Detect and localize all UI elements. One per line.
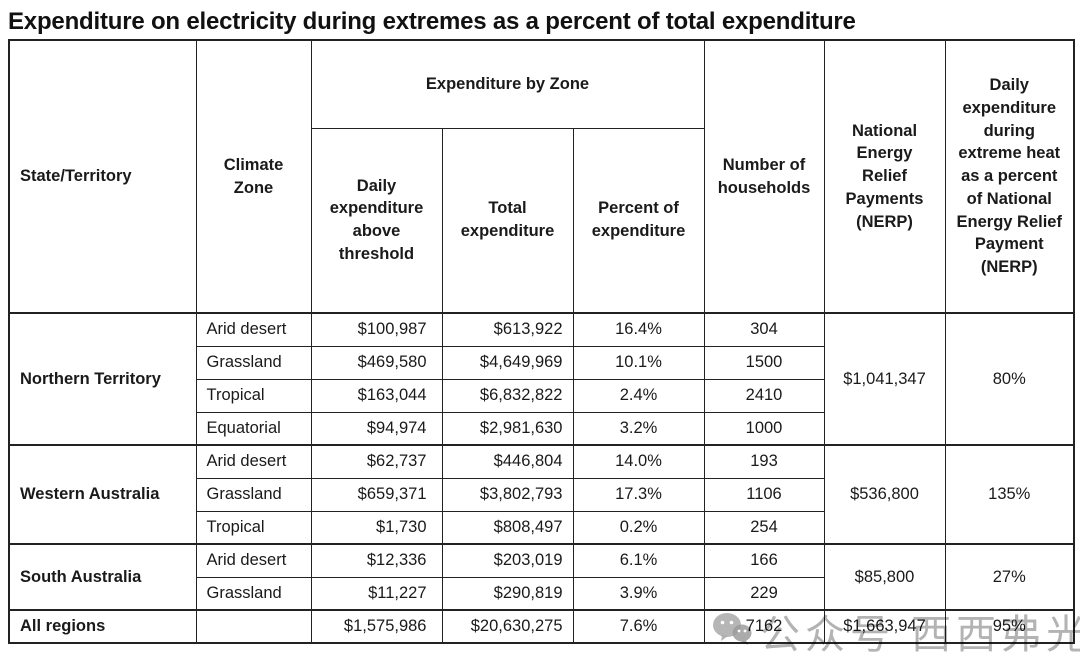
households-cell: 229	[703, 576, 825, 611]
expenditure-table: State/Territory Climate Zone Expenditure…	[8, 39, 1075, 644]
daily-cell: $469,580	[310, 345, 443, 380]
daily-cell: $100,987	[310, 312, 443, 347]
total-cell: $6,832,822	[441, 378, 574, 413]
zone-cell: Grassland	[195, 345, 312, 380]
percent-cell: 17.3%	[572, 477, 705, 512]
percent-cell: 10.1%	[572, 345, 705, 380]
zone-cell: Equatorial	[195, 411, 312, 446]
percent-cell: 14.0%	[572, 444, 705, 479]
nerp-cell: $536,800	[823, 444, 946, 545]
header-daily-pct-of-nerp: Daily expenditure during extreme heat as…	[944, 39, 1075, 314]
percent-cell: 7.6%	[572, 609, 705, 644]
table-body: Northern Territory Arid desert $100,987 …	[8, 312, 1075, 644]
daily-cell: $94,974	[310, 411, 443, 446]
header-state-territory: State/Territory	[8, 39, 197, 314]
zone-cell: Arid desert	[195, 444, 312, 479]
zone-cell: Arid desert	[195, 543, 312, 578]
total-cell: $808,497	[441, 510, 574, 545]
households-cell: 1000	[703, 411, 825, 446]
households-cell: 193	[703, 444, 825, 479]
total-row: All regions $1,575,986 $20,630,275 7.6% …	[8, 609, 1075, 644]
state-cell: Northern Territory	[8, 312, 197, 446]
table-row: Western Australia Arid desert $62,737 $4…	[8, 444, 1075, 545]
percent-cell: 6.1%	[572, 543, 705, 578]
header-nerp: National Energy Relief Payments (NERP)	[823, 39, 946, 314]
percent-cell: 0.2%	[572, 510, 705, 545]
table-row: Northern Territory Arid desert $100,987 …	[8, 312, 1075, 446]
daily-cell: $62,737	[310, 444, 443, 479]
percent-cell: 3.9%	[572, 576, 705, 611]
zone-cell	[195, 609, 312, 644]
header-expenditure-by-zone: Expenditure by Zone	[310, 39, 705, 129]
total-cell: $446,804	[441, 444, 574, 479]
daily-cell: $1,730	[310, 510, 443, 545]
daily-cell: $659,371	[310, 477, 443, 512]
nerp-percent-cell: 27%	[944, 543, 1075, 611]
state-cell: Western Australia	[8, 444, 197, 545]
households-cell: 7162	[703, 609, 825, 644]
daily-cell: $11,227	[310, 576, 443, 611]
percent-cell: 2.4%	[572, 378, 705, 413]
households-cell: 304	[703, 312, 825, 347]
header-number-of-households: Number of households	[703, 39, 825, 314]
total-cell: $4,649,969	[441, 345, 574, 380]
zone-cell: Tropical	[195, 378, 312, 413]
state-cell: South Australia	[8, 543, 197, 611]
table-row: Tropical $1,730 $808,497 0.2% 254	[9, 510, 1074, 545]
daily-cell: $1,575,986	[310, 609, 443, 644]
households-cell: 2410	[703, 378, 825, 413]
page-title: Expenditure on electricity during extrem…	[8, 8, 856, 35]
header-total-expenditure: Total expenditure	[441, 127, 574, 314]
zone-cell: Grassland	[195, 576, 312, 611]
table-row: Tropical $163,044 $6,832,822 2.4% 2410	[9, 378, 1074, 413]
nerp-percent-cell: 135%	[944, 444, 1075, 545]
total-cell: $3,802,793	[441, 477, 574, 512]
households-cell: 1500	[703, 345, 825, 380]
nerp-cell: $85,800	[823, 543, 946, 611]
daily-cell: $12,336	[310, 543, 443, 578]
table-row: Grassland $469,580 $4,649,969 10.1% 1500	[9, 345, 1074, 380]
total-cell: $2,981,630	[441, 411, 574, 446]
total-cell: $613,922	[441, 312, 574, 347]
households-cell: 166	[703, 543, 825, 578]
table-header: State/Territory Climate Zone Expenditure…	[8, 39, 1075, 314]
households-cell: 254	[703, 510, 825, 545]
state-cell: All regions	[8, 609, 197, 644]
households-cell: 1106	[703, 477, 825, 512]
header-daily-expenditure: Daily expenditure above threshold	[310, 127, 443, 314]
table-row: South Australia Arid desert $12,336 $203…	[8, 543, 1075, 611]
daily-cell: $163,044	[310, 378, 443, 413]
percent-cell: 3.2%	[572, 411, 705, 446]
zone-cell: Arid desert	[195, 312, 312, 347]
header-percent-expenditure: Percent of expenditure	[572, 127, 705, 314]
nerp-cell: $1,663,947	[823, 609, 946, 644]
total-cell: $20,630,275	[441, 609, 574, 644]
nerp-percent-cell: 95%	[944, 609, 1075, 644]
zone-cell: Grassland	[195, 477, 312, 512]
table-row: Equatorial $94,974 $2,981,630 3.2% 1000	[9, 411, 1074, 446]
percent-cell: 16.4%	[572, 312, 705, 347]
header-climate-zone: Climate Zone	[195, 39, 312, 314]
nerp-cell: $1,041,347	[823, 312, 946, 446]
total-cell: $203,019	[441, 543, 574, 578]
table-row: Grassland $11,227 $290,819 3.9% 229	[9, 576, 1074, 611]
header-row-sub: Daily expenditure above threshold Total …	[9, 127, 1074, 314]
nerp-percent-cell: 80%	[944, 312, 1075, 446]
total-cell: $290,819	[441, 576, 574, 611]
zone-cell: Tropical	[195, 510, 312, 545]
header-row-group: State/Territory Climate Zone Expenditure…	[8, 39, 1075, 314]
